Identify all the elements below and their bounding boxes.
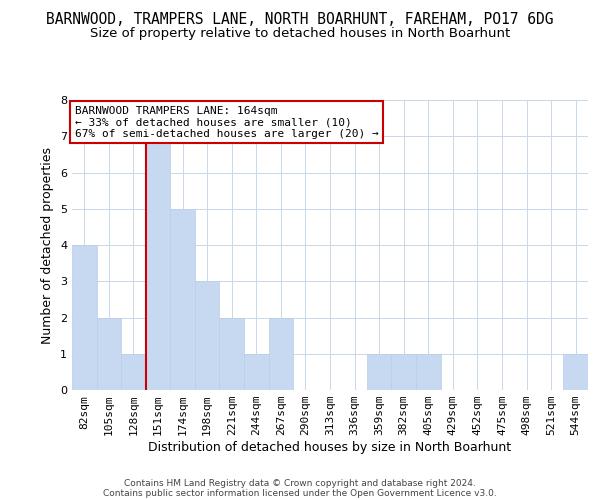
X-axis label: Distribution of detached houses by size in North Boarhunt: Distribution of detached houses by size …	[148, 441, 512, 454]
Text: Size of property relative to detached houses in North Boarhunt: Size of property relative to detached ho…	[90, 28, 510, 40]
Bar	[220, 318, 244, 390]
Bar	[195, 281, 220, 390]
Text: BARNWOOD, TRAMPERS LANE, NORTH BOARHUNT, FAREHAM, PO17 6DG: BARNWOOD, TRAMPERS LANE, NORTH BOARHUNT,…	[46, 12, 554, 28]
Text: Contains public sector information licensed under the Open Government Licence v3: Contains public sector information licen…	[103, 488, 497, 498]
Bar	[563, 354, 588, 390]
Bar	[146, 136, 170, 390]
Bar	[72, 245, 97, 390]
Bar	[121, 354, 146, 390]
Bar	[391, 354, 416, 390]
Y-axis label: Number of detached properties: Number of detached properties	[41, 146, 55, 344]
Bar	[416, 354, 440, 390]
Text: Contains HM Land Registry data © Crown copyright and database right 2024.: Contains HM Land Registry data © Crown c…	[124, 478, 476, 488]
Bar	[97, 318, 121, 390]
Bar	[269, 318, 293, 390]
Bar	[367, 354, 391, 390]
Bar	[170, 209, 195, 390]
Text: BARNWOOD TRAMPERS LANE: 164sqm
← 33% of detached houses are smaller (10)
67% of : BARNWOOD TRAMPERS LANE: 164sqm ← 33% of …	[74, 106, 379, 139]
Bar	[244, 354, 269, 390]
